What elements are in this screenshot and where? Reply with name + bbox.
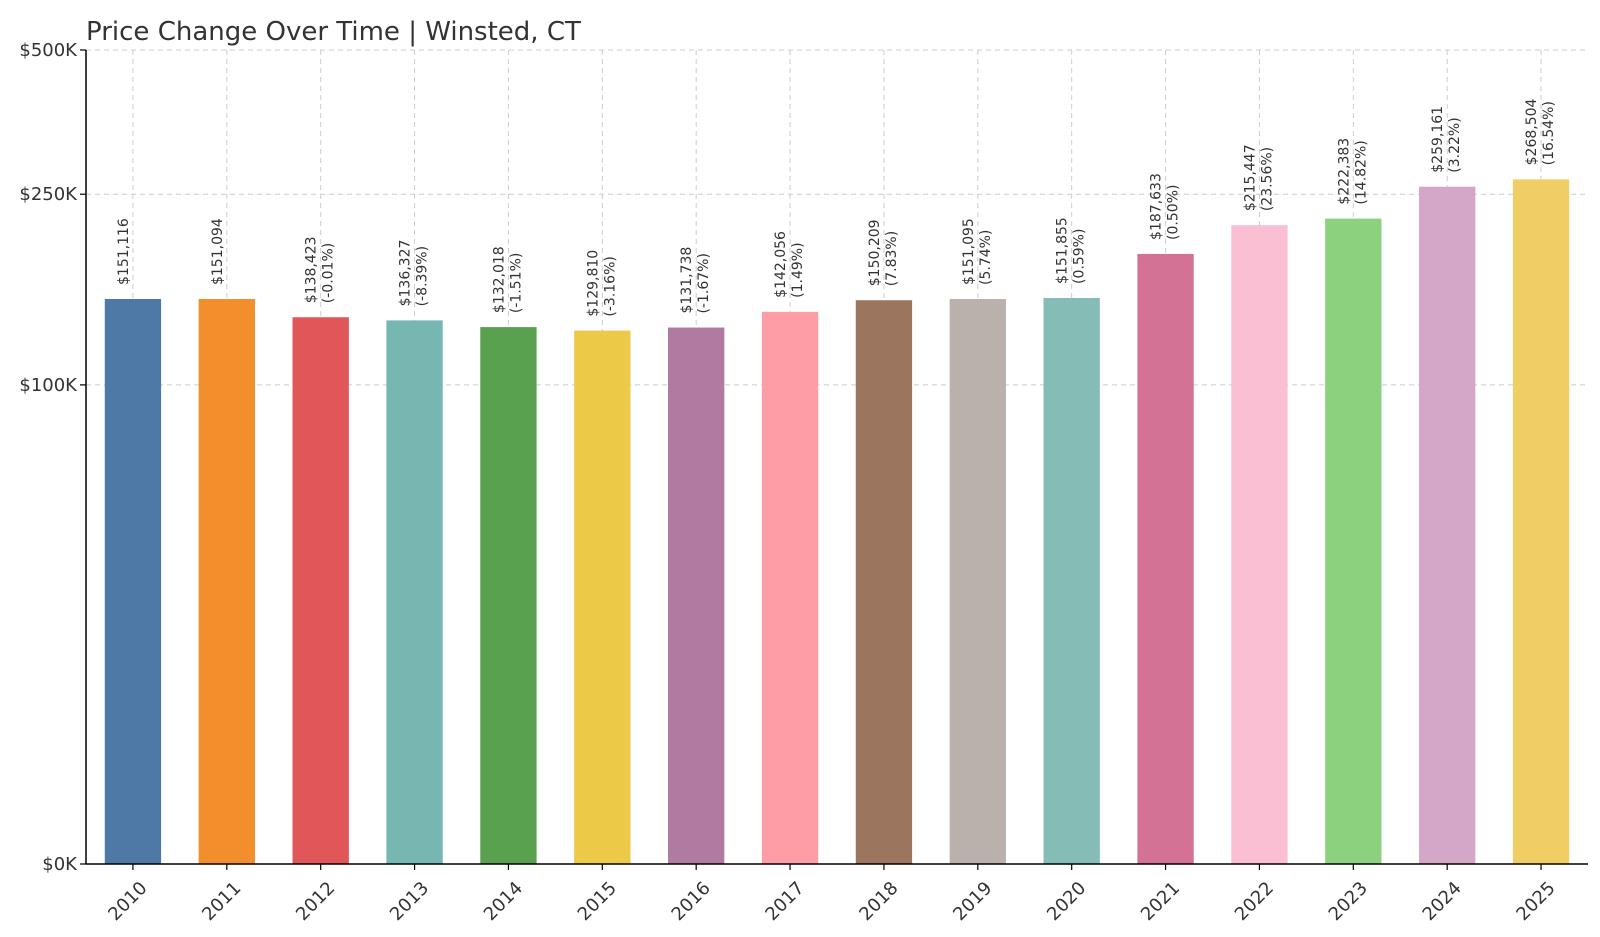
data-label-2023: $222,383(14.82%) <box>1336 138 1369 205</box>
bar-2011 <box>198 299 255 865</box>
data-label-2014: $132,018(-1.51%) <box>491 246 524 313</box>
data-label-2021: $187,633(0.50%) <box>1149 173 1182 240</box>
bar-2010 <box>104 298 162 864</box>
bars <box>104 179 1570 865</box>
value-label: $151,855 <box>1055 217 1071 284</box>
bar-2013 <box>386 320 443 865</box>
y-tick-label: $0K <box>42 854 78 875</box>
bar-2014 <box>480 327 537 864</box>
x-tick-label: 2025 <box>1512 878 1559 925</box>
x-tick-label: 2013 <box>386 878 433 925</box>
change-label: (-1.51%) <box>508 253 524 313</box>
x-tick-label: 2018 <box>855 878 902 925</box>
data-label-2024: $259,161(3.22%) <box>1430 106 1463 173</box>
value-label: $259,161 <box>1430 106 1446 173</box>
value-label: $151,095 <box>961 218 977 285</box>
x-tick-label: 2014 <box>480 878 527 925</box>
x-tick-label: 2012 <box>292 878 339 925</box>
data-label-2013: $136,327(-8.39%) <box>398 240 431 307</box>
value-label: $151,116 <box>116 218 132 285</box>
change-label: (1.49%) <box>790 242 806 297</box>
value-label: $129,810 <box>585 250 601 317</box>
data-label-2016: $131,738(-1.67%) <box>679 247 712 314</box>
bar-2024 <box>1419 186 1476 864</box>
bar-2022 <box>1231 225 1288 865</box>
value-label: $150,209 <box>867 219 883 286</box>
x-axis-ticks: 2010 2011 2012 2013 2014 2015 2016 2017 2018 2019… <box>104 864 1560 925</box>
data-label-2015: $129,810(-3.16%) <box>585 250 618 317</box>
value-label: $136,327 <box>398 240 414 307</box>
change-label: (7.83%) <box>884 231 900 286</box>
x-tick-label: 2010 <box>104 878 151 925</box>
value-label: $187,633 <box>1149 173 1165 240</box>
data-label-2022: $215,447(23.56%) <box>1242 144 1275 211</box>
data-labels: $151,116 $151,094 $138,423(-0.01%) $136,327… <box>116 98 1557 316</box>
data-label-2012: $138,423(-0.01%) <box>304 236 337 303</box>
value-label: $151,094 <box>210 218 226 285</box>
bar-2012 <box>292 317 349 865</box>
data-label-2018: $150,209(7.83%) <box>867 219 900 286</box>
x-tick-label: 2023 <box>1325 878 1372 925</box>
x-tick-label: 2020 <box>1043 878 1090 925</box>
change-label: (16.54%) <box>1541 101 1557 165</box>
change-label: (0.50%) <box>1166 185 1182 240</box>
value-label: $142,056 <box>773 231 789 298</box>
value-label: $215,447 <box>1242 144 1258 211</box>
data-label-2017: $142,056(1.49%) <box>773 231 806 298</box>
value-label: $222,383 <box>1336 138 1352 205</box>
data-label-2019: $151,095(5.74%) <box>961 218 994 285</box>
change-label: (-1.67%) <box>696 253 712 313</box>
bar-2019 <box>949 299 1006 864</box>
x-tick-label: 2016 <box>668 878 715 925</box>
value-label: $131,738 <box>679 247 695 314</box>
change-label: (-0.01%) <box>321 243 337 303</box>
change-label: (3.22%) <box>1447 117 1463 172</box>
x-tick-label: 2021 <box>1137 878 1184 925</box>
bar-2023 <box>1325 218 1382 864</box>
change-label: (14.82%) <box>1353 140 1369 204</box>
axes <box>85 50 1588 865</box>
y-tick-label: $250K <box>19 184 78 205</box>
bar-2017 <box>761 311 819 864</box>
change-label: (0.59%) <box>1072 229 1088 284</box>
x-tick-label: 2022 <box>1231 878 1278 925</box>
value-label: $268,504 <box>1524 98 1540 165</box>
bar-2016 <box>668 327 725 864</box>
bar-2018 <box>855 300 913 864</box>
value-label: $132,018 <box>491 246 507 313</box>
change-label: (5.74%) <box>978 230 994 285</box>
bar-2021 <box>1137 253 1194 865</box>
chart-title: Price Change Over Time | Winsted, CT <box>86 17 581 47</box>
data-label-2020: $151,855(0.59%) <box>1055 217 1088 284</box>
y-tick-label: $100K <box>19 375 78 396</box>
change-label: (-8.39%) <box>415 246 431 306</box>
x-tick-label: 2019 <box>949 878 996 925</box>
x-tick-label: 2024 <box>1419 878 1466 925</box>
change-label: (23.56%) <box>1259 147 1275 211</box>
x-tick-label: 2015 <box>574 878 621 925</box>
data-label-2011: $151,094 <box>210 218 226 285</box>
data-label-2010: $151,116 <box>116 218 132 285</box>
bar-2025 <box>1512 179 1570 865</box>
x-tick-label: 2017 <box>761 878 808 925</box>
y-axis-ticks: $0K $100K $250K $500K <box>19 40 86 875</box>
value-label: $138,423 <box>304 236 320 303</box>
change-label: (-3.16%) <box>602 256 618 316</box>
bar-2015 <box>574 330 631 864</box>
x-tick-label: 2011 <box>198 878 245 925</box>
bar-2020 <box>1043 297 1100 864</box>
data-label-2025: $268,504(16.54%) <box>1524 98 1557 165</box>
y-tick-label: $500K <box>19 40 78 61</box>
